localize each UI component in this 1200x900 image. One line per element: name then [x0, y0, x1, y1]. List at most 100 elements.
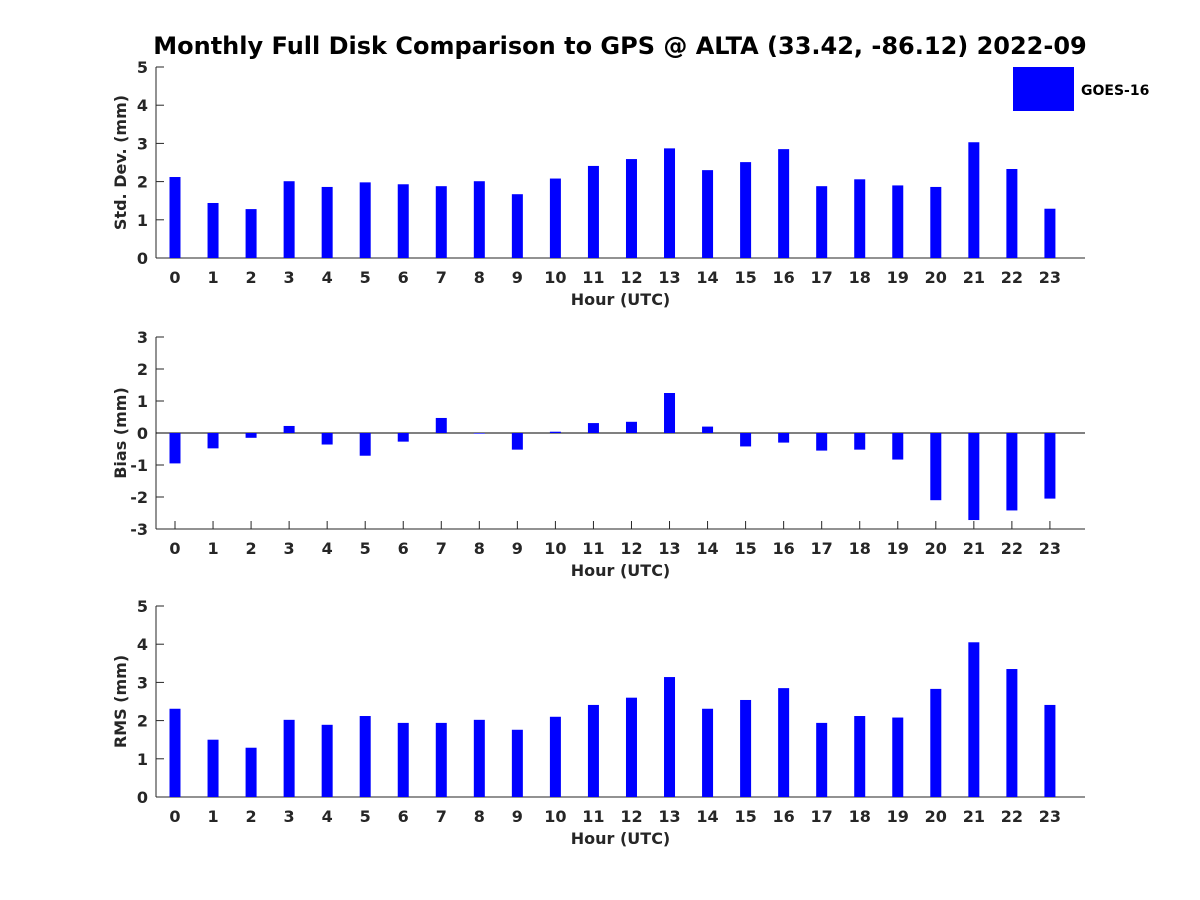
bar-bias-8 — [473, 433, 485, 434]
y-tick-label: 3 — [137, 673, 148, 692]
bar-stddev-18 — [854, 179, 866, 258]
bar-rms-17 — [816, 722, 828, 797]
x-tick-label: 22 — [1001, 539, 1023, 558]
x-tick-label: 13 — [658, 268, 680, 287]
x-tick-label: 6 — [398, 268, 409, 287]
bar-rms-12 — [625, 697, 637, 797]
x-axis-label: Hour (UTC) — [571, 290, 671, 309]
bar-stddev-10 — [549, 178, 561, 258]
bar-bias-18 — [854, 433, 866, 450]
bar-bias-12 — [625, 421, 637, 433]
bar-rms-4 — [321, 724, 333, 797]
x-tick-label: 6 — [398, 807, 409, 826]
x-tick-label: 3 — [284, 539, 295, 558]
y-tick-label: 5 — [137, 58, 148, 77]
x-tick-label: 16 — [773, 807, 795, 826]
bar-bias-16 — [778, 433, 790, 443]
y-tick-label: 5 — [137, 597, 148, 616]
bar-bias-17 — [816, 433, 828, 451]
x-tick-label: 23 — [1039, 539, 1061, 558]
bar-bias-21 — [968, 433, 980, 521]
bar-stddev-5 — [359, 182, 371, 258]
x-tick-label: 9 — [512, 807, 523, 826]
bar-stddev-0 — [169, 177, 181, 258]
bar-rms-6 — [397, 722, 409, 797]
y-tick-label: 0 — [137, 424, 148, 443]
x-tick-label: 9 — [512, 268, 523, 287]
x-tick-label: 15 — [734, 539, 756, 558]
bar-bias-6 — [397, 433, 409, 442]
bar-rms-9 — [511, 729, 523, 797]
x-tick-label: 7 — [436, 268, 447, 287]
x-tick-label: 8 — [474, 268, 485, 287]
x-tick-label: 9 — [512, 539, 523, 558]
bar-bias-3 — [283, 425, 295, 433]
bar-stddev-19 — [892, 185, 904, 258]
x-tick-label: 23 — [1039, 268, 1061, 287]
bar-stddev-14 — [702, 170, 714, 258]
x-tick-label: 23 — [1039, 807, 1061, 826]
x-tick-label: 7 — [436, 539, 447, 558]
legend: GOES-16 — [1013, 67, 1149, 111]
bar-stddev-3 — [283, 181, 295, 258]
bar-rms-0 — [169, 708, 181, 797]
x-tick-label: 18 — [849, 268, 871, 287]
bar-stddev-8 — [473, 181, 485, 258]
y-tick-label: 4 — [137, 635, 148, 654]
bar-stddev-23 — [1044, 208, 1056, 258]
x-axis-label: Hour (UTC) — [571, 829, 671, 848]
x-tick-label: 13 — [658, 807, 680, 826]
x-tick-label: 22 — [1001, 807, 1023, 826]
y-tick-label: 3 — [137, 328, 148, 347]
bar-stddev-9 — [511, 194, 523, 258]
x-tick-label: 14 — [696, 539, 718, 558]
y-tick-label: 0 — [137, 788, 148, 807]
y-tick-label: 3 — [137, 134, 148, 153]
x-tick-label: 2 — [246, 268, 257, 287]
x-tick-label: 19 — [887, 539, 909, 558]
x-tick-label: 4 — [322, 268, 333, 287]
bar-rms-16 — [778, 688, 790, 797]
bar-rms-10 — [549, 716, 561, 797]
x-tick-label: 4 — [322, 807, 333, 826]
legend-swatch — [1013, 67, 1074, 111]
x-tick-label: 15 — [734, 807, 756, 826]
x-tick-label: 10 — [544, 268, 566, 287]
x-tick-label: 19 — [887, 268, 909, 287]
x-tick-label: 0 — [169, 539, 180, 558]
chart-title: Monthly Full Disk Comparison to GPS @ AL… — [153, 32, 1087, 60]
bar-bias-7 — [435, 417, 447, 433]
bar-stddev-6 — [397, 184, 409, 258]
y-tick-label: 1 — [137, 392, 148, 411]
x-tick-label: 0 — [169, 807, 180, 826]
x-tick-label: 1 — [207, 539, 218, 558]
bar-stddev-12 — [625, 159, 637, 258]
y-axis-label: Bias (mm) — [111, 387, 130, 479]
bar-rms-14 — [702, 708, 714, 797]
x-tick-label: 16 — [773, 539, 795, 558]
bar-bias-10 — [549, 431, 561, 433]
x-tick-label: 2 — [246, 539, 257, 558]
x-tick-label: 2 — [246, 807, 257, 826]
legend-label: GOES-16 — [1081, 83, 1149, 99]
x-tick-label: 17 — [811, 539, 833, 558]
x-tick-label: 5 — [360, 268, 371, 287]
bar-stddev-13 — [664, 148, 676, 258]
x-axis-label: Hour (UTC) — [571, 561, 671, 580]
y-tick-label: 2 — [137, 173, 148, 192]
bar-rms-20 — [930, 688, 942, 797]
bar-bias-14 — [702, 426, 714, 433]
x-tick-label: 6 — [398, 539, 409, 558]
x-tick-label: 8 — [474, 539, 485, 558]
x-tick-label: 11 — [582, 268, 604, 287]
x-tick-label: 14 — [696, 807, 718, 826]
bar-rms-22 — [1006, 669, 1018, 797]
bar-rms-19 — [892, 717, 904, 797]
x-tick-label: 21 — [963, 807, 985, 826]
bar-stddev-15 — [740, 162, 752, 258]
x-tick-label: 7 — [436, 807, 447, 826]
bar-rms-21 — [968, 642, 980, 797]
y-tick-label: -2 — [130, 488, 148, 507]
bar-stddev-4 — [321, 186, 333, 258]
